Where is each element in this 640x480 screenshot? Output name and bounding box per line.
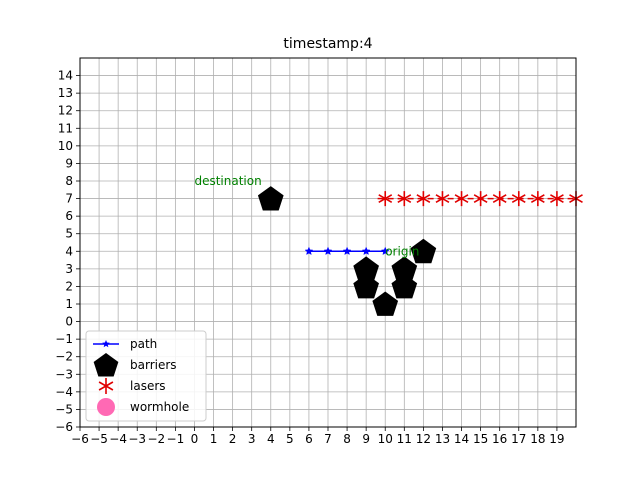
laser-point	[454, 191, 469, 207]
y-tick-label: −3	[55, 367, 73, 381]
y-tick-label: −1	[55, 332, 73, 346]
y-tick-label: −4	[55, 385, 73, 399]
x-tick-label: 16	[492, 432, 507, 446]
y-tick-label: −5	[55, 402, 73, 416]
legend-label: wormhole	[130, 400, 189, 414]
x-tick-label: 3	[248, 432, 256, 446]
laser-point	[492, 191, 507, 207]
x-tick-label: 7	[324, 432, 332, 446]
annotation-label: destination	[194, 174, 261, 188]
chart-title: timestamp:4	[283, 36, 372, 52]
laser-point	[473, 191, 488, 207]
laser-point	[416, 191, 431, 207]
y-tick-label: 7	[65, 192, 73, 206]
barrier-point	[353, 256, 379, 281]
x-tick-label: 13	[435, 432, 450, 446]
barrier-series	[257, 186, 437, 316]
y-tick-label: 4	[65, 244, 73, 258]
legend-path-marker	[102, 340, 110, 348]
path-series	[304, 246, 390, 256]
y-tick-label: 0	[65, 315, 73, 329]
x-tick-label: 14	[454, 432, 469, 446]
y-tick-label: 13	[58, 86, 73, 100]
y-tick-label: 8	[65, 174, 73, 188]
y-tick-label: 6	[65, 209, 73, 223]
legend-label: lasers	[130, 379, 166, 393]
x-tick-label: −4	[109, 432, 127, 446]
path-point	[361, 246, 371, 256]
x-tick-label: 5	[286, 432, 294, 446]
x-tick-label: 10	[378, 432, 393, 446]
annotations: destination origin	[194, 174, 419, 258]
x-tick-label: 9	[362, 432, 370, 446]
x-tick-label: 4	[267, 432, 275, 446]
x-tick-label: 0	[191, 432, 199, 446]
x-tick-label: 12	[416, 432, 431, 446]
x-tick-label: −6	[71, 432, 89, 446]
y-tick-label: 10	[58, 139, 73, 153]
path-point	[323, 246, 333, 256]
x-tick-label: 6	[305, 432, 313, 446]
legend-barrier-marker	[93, 353, 119, 377]
barrier-point	[372, 291, 399, 316]
y-tick-label: 2	[65, 279, 73, 293]
x-axis-ticks: −6 −5 −4 −3 −2 −1 0 1 2 3 4 5 6 7 8 9 10 11 12 13 14 15 16 17 18…	[71, 427, 565, 446]
barrier-point	[410, 238, 437, 264]
legend-wormhole-marker	[97, 398, 115, 416]
y-tick-label: 3	[65, 262, 73, 276]
legend-label: path	[130, 337, 157, 351]
y-tick-label: 12	[58, 104, 73, 118]
path-point	[304, 246, 314, 256]
x-tick-label: −5	[90, 432, 108, 446]
x-tick-label: 1	[210, 432, 218, 446]
laser-point	[378, 191, 393, 207]
barrier-point	[353, 273, 379, 299]
laser-point	[397, 191, 412, 207]
y-tick-label: 14	[58, 69, 73, 83]
legend-label: barriers	[130, 358, 177, 372]
x-tick-label: 8	[343, 432, 351, 446]
y-tick-label: −2	[55, 350, 73, 364]
y-tick-label: 9	[65, 156, 73, 170]
barrier-point	[391, 256, 418, 281]
laser-point	[550, 191, 564, 207]
legend-box	[85, 330, 207, 422]
grid	[79, 58, 576, 428]
laser-point	[435, 191, 450, 207]
x-tick-label: 18	[530, 432, 545, 446]
path-point	[380, 246, 390, 256]
legend-laser-marker	[98, 378, 114, 394]
laser-point	[530, 191, 545, 207]
laser-point	[511, 191, 526, 207]
y-tick-label: 1	[65, 297, 73, 311]
x-tick-label: 17	[511, 432, 526, 446]
x-tick-label: 19	[549, 432, 564, 446]
x-tick-label: 2	[229, 432, 237, 446]
x-tick-label: 15	[473, 432, 488, 446]
x-tick-label: −3	[128, 432, 146, 446]
barrier-point	[257, 186, 284, 211]
y-tick-label: 11	[58, 121, 73, 135]
y-tick-label: 5	[65, 227, 73, 241]
x-tick-label: −2	[147, 432, 165, 446]
y-tick-label: −6	[55, 420, 73, 434]
annotation-label: origin	[385, 244, 419, 258]
x-tick-label: −1	[167, 432, 185, 446]
path-point	[342, 246, 352, 256]
legend: path barriers lasers wormhole	[85, 330, 207, 422]
x-tick-label: 11	[397, 432, 412, 446]
